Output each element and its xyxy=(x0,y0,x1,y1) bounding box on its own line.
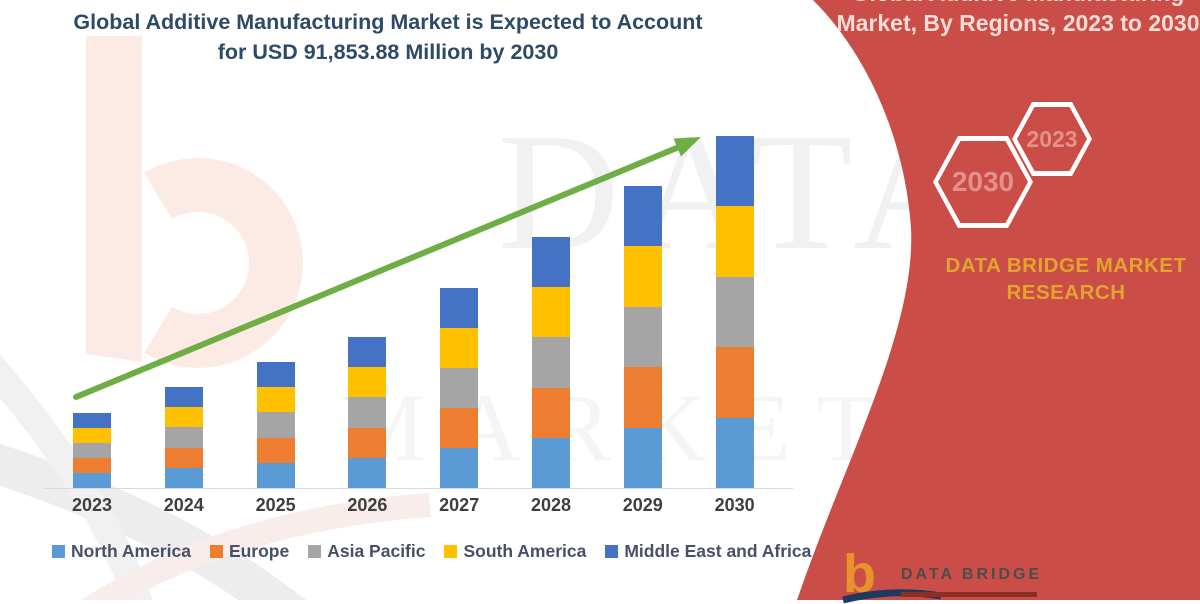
bar-2026 xyxy=(348,336,387,488)
segment-asia-pacific xyxy=(256,412,295,438)
segment-europe xyxy=(73,457,111,473)
segment-europe xyxy=(623,367,662,428)
legend-item-middle-east-and-africa: Middle East and Africa xyxy=(605,541,811,562)
segment-south-america xyxy=(440,327,479,368)
x-axis-label-2023: 2023 xyxy=(71,495,113,515)
legend-swatch-icon xyxy=(444,545,458,558)
x-axis-label-2028: 2028 xyxy=(530,495,572,515)
legend-swatch-icon xyxy=(308,545,322,558)
segment-asia-pacific xyxy=(348,397,387,428)
legend-swatch-icon xyxy=(52,545,65,558)
legend-item-north-america: North America xyxy=(52,541,191,562)
segment-middle-east-and-africa xyxy=(532,236,570,288)
segment-middle-east-and-africa xyxy=(715,135,754,207)
segment-middle-east-and-africa xyxy=(440,287,479,328)
chart-legend: North America Europe Asia Pacific South Ame… xyxy=(52,541,811,562)
segment-north-america xyxy=(164,467,203,488)
segment-south-america xyxy=(73,427,111,443)
segment-asia-pacific xyxy=(623,306,662,368)
segment-south-america xyxy=(256,387,295,413)
bar-2023 xyxy=(73,413,111,488)
legend-item-asia-pacific: Asia Pacific xyxy=(308,541,425,562)
segment-north-america xyxy=(348,457,387,488)
segment-middle-east-and-africa xyxy=(623,186,662,247)
segment-asia-pacific xyxy=(532,337,570,388)
swoosh-curve-gray xyxy=(0,443,307,600)
segment-south-america xyxy=(348,367,387,398)
segment-middle-east-and-africa xyxy=(256,361,295,388)
segment-middle-east-and-africa xyxy=(73,413,111,428)
x-axis-label-2029: 2029 xyxy=(622,495,663,515)
segment-south-america xyxy=(623,246,662,307)
legend-swatch-icon xyxy=(605,545,619,558)
trend-arrowhead xyxy=(673,137,701,157)
segment-asia-pacific xyxy=(73,442,111,458)
segment-europe xyxy=(440,407,479,448)
legend-label: North America xyxy=(71,541,191,561)
segment-europe xyxy=(164,447,203,468)
x-axis-label-2030: 2030 xyxy=(714,495,755,515)
bar-2030 xyxy=(715,135,754,488)
segment-europe xyxy=(256,437,295,463)
legend-label: Asia Pacific xyxy=(327,541,426,561)
chart-title-line1: Global Additive Manufacturing Market is … xyxy=(73,10,703,34)
segment-north-america xyxy=(532,437,570,488)
bar-2025 xyxy=(256,361,295,488)
swoosh-curve-pink xyxy=(81,493,431,600)
segment-north-america xyxy=(440,447,479,488)
x-axis-label-2024: 2024 xyxy=(163,495,204,515)
x-axis-label-2027: 2027 xyxy=(439,495,480,515)
x-axis-label-2025: 2025 xyxy=(255,495,296,515)
segment-asia-pacific xyxy=(715,276,754,348)
segment-north-america xyxy=(623,427,662,488)
legend-label: South America xyxy=(463,541,587,561)
segment-north-america xyxy=(256,462,295,488)
legend-swatch-icon xyxy=(209,545,223,558)
x-axis-line xyxy=(45,488,793,489)
segment-asia-pacific xyxy=(440,367,479,408)
segment-middle-east-and-africa xyxy=(164,387,203,408)
segment-south-america xyxy=(715,206,754,277)
segment-europe xyxy=(532,387,570,438)
bar-2028 xyxy=(532,236,570,488)
bar-2024 xyxy=(164,387,203,488)
segment-europe xyxy=(348,427,387,458)
segment-south-america xyxy=(164,407,203,428)
x-axis-label-2026: 2026 xyxy=(347,495,388,515)
chart-title-line2: for USD 91,853.88 Million by 2030 xyxy=(217,40,559,64)
segment-europe xyxy=(715,347,754,418)
segment-middle-east-and-africa xyxy=(348,336,387,368)
bar-2029 xyxy=(623,186,662,488)
segment-north-america xyxy=(73,472,111,488)
segment-asia-pacific xyxy=(164,427,203,448)
segment-south-america xyxy=(532,287,570,338)
chart-title: Global Additive Manufacturing Market is … xyxy=(38,7,738,67)
legend-label: Europe xyxy=(228,541,290,561)
legend-label: Middle East and Africa xyxy=(624,541,812,561)
segment-north-america xyxy=(715,417,754,488)
bar-2027 xyxy=(440,287,479,488)
legend-item-europe: Europe xyxy=(209,541,290,562)
legend-item-south-america: South America xyxy=(444,541,586,562)
